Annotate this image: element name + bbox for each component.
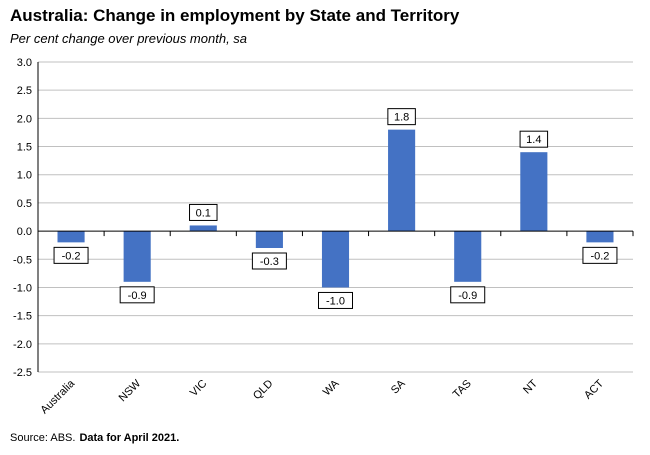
bar — [255, 231, 283, 248]
data-label-box — [189, 203, 218, 221]
bar — [189, 225, 217, 232]
bar — [388, 129, 416, 232]
data-label: -0.3 — [260, 256, 279, 268]
data-label-box — [53, 246, 89, 264]
data-label-box — [119, 286, 155, 304]
chart-title: Australia: Change in employment by State… — [10, 6, 460, 25]
bar — [520, 152, 548, 232]
bar — [454, 231, 482, 282]
source-label: Source: ABS. — [10, 432, 76, 444]
y-tick-label: -1.0 — [13, 282, 32, 294]
bar — [123, 231, 151, 282]
data-label: 1.4 — [526, 134, 541, 146]
chart-subtitle: Per cent change over previous month, sa — [10, 31, 248, 46]
y-tick-label: 2.0 — [17, 113, 32, 125]
x-tick-label: Australia — [38, 377, 77, 416]
y-tick-label: 0.0 — [17, 226, 32, 238]
y-tick-label: 3.0 — [17, 57, 32, 69]
x-tick-label: VIC — [188, 378, 209, 399]
data-label-box — [450, 286, 486, 304]
x-tick-label: WA — [321, 377, 342, 398]
y-tick-label: -2.0 — [13, 339, 32, 351]
data-label: 0.1 — [196, 207, 211, 219]
y-tick-label: 1.0 — [17, 170, 32, 182]
y-tick-label: -0.5 — [13, 254, 32, 266]
bar — [57, 231, 85, 243]
source-note: Source: ABS. Data for April 2021. — [10, 432, 179, 444]
x-tick-label: NT — [521, 377, 540, 396]
bar — [586, 231, 614, 243]
data-label-box — [582, 246, 618, 264]
y-tick-label: -1.5 — [13, 311, 32, 323]
data-label: -0.9 — [128, 290, 147, 302]
data-date-note: Data for April 2021. — [79, 432, 180, 444]
y-tick-label: -2.5 — [13, 367, 32, 379]
y-tick-label: 1.5 — [17, 142, 32, 154]
y-tick-label: 2.5 — [17, 85, 32, 97]
x-tick-label: NSW — [117, 377, 144, 404]
data-label-box — [251, 252, 287, 270]
data-label-box — [387, 108, 416, 126]
data-label: -1.0 — [326, 295, 345, 307]
data-label: 1.8 — [394, 112, 409, 124]
x-tick-label: SA — [389, 377, 408, 396]
data-label: -0.2 — [62, 250, 81, 262]
data-label: -0.2 — [590, 250, 609, 262]
data-label-box — [519, 130, 549, 148]
data-label: -0.9 — [458, 290, 477, 302]
x-tick-label: ACT — [582, 377, 606, 401]
bar — [321, 231, 350, 288]
x-tick-label: QLD — [251, 378, 276, 403]
x-tick-label: TAS — [451, 378, 474, 401]
y-tick-label: 0.5 — [17, 198, 32, 210]
data-label-box — [318, 291, 353, 309]
